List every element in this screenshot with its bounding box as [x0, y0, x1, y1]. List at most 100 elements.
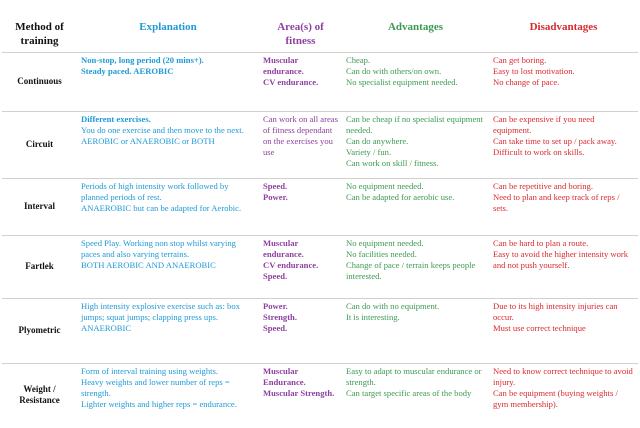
- explanation-cell: Speed Play. Working non stop whilst vary…: [77, 236, 259, 299]
- advantages-cell: Can be cheap if no specialist equipment …: [342, 112, 489, 179]
- explanation-cell: Form of interval training using weights.…: [77, 364, 259, 428]
- explanation-line: Steady paced. AEROBIC: [81, 66, 255, 77]
- area-line: Strength.: [263, 312, 338, 323]
- advantage-line: Can do with others/on own.: [346, 66, 485, 77]
- advantage-line: Cheap.: [346, 55, 485, 66]
- advantage-line: Can work on skill / fitness.: [346, 158, 485, 169]
- table-row: Interval Periods of high intensity work …: [2, 179, 638, 236]
- method-name: Weight / Resistance: [2, 364, 77, 428]
- advantage-line: It is interesting.: [346, 312, 485, 323]
- advantage-line: Can be cheap if no specialist equipment …: [346, 114, 485, 136]
- advantages-cell: No equipment needed. No facilities neede…: [342, 236, 489, 299]
- disadvantages-cell: Can get boring. Easy to lost motivation.…: [489, 53, 638, 112]
- area-line: Speed.: [263, 323, 338, 334]
- advantage-line: Change of pace / terrain keeps people in…: [346, 260, 485, 282]
- disadvantage-line: Can be repetitive and boring.: [493, 181, 634, 192]
- explanation-line: You do one exercise and then move to the…: [81, 125, 255, 136]
- disadvantage-line: Easy to lost motivation.: [493, 66, 634, 77]
- advantage-line: Can target specific areas of the body: [346, 388, 485, 399]
- disadvantage-line: Can be expensive if you need equipment.: [493, 114, 634, 136]
- areas-cell: Power. Strength. Speed.: [259, 299, 342, 364]
- explanation-line: BOTH AEROBIC AND ANAEROBIC: [81, 260, 255, 271]
- advantage-line: No specialist equipment needed.: [346, 77, 485, 88]
- disadvantage-line: Need to plan and keep track of reps / se…: [493, 192, 634, 214]
- area-line: Can work on all areas of fitness dependa…: [263, 114, 338, 158]
- table-row: Plyometric High intensity explosive exer…: [2, 299, 638, 364]
- area-line: Muscular Endurance.: [263, 366, 338, 388]
- advantage-line: Can be adapted for aerobic use.: [346, 192, 485, 203]
- disadvantage-line: Must use correct technique: [493, 323, 634, 334]
- explanation-line: ANAEROBIC but can be adapted for Aerobic…: [81, 203, 255, 214]
- method-name: Interval: [2, 179, 77, 236]
- area-line: Speed.: [263, 271, 338, 282]
- disadvantages-cell: Can be expensive if you need equipment. …: [489, 112, 638, 179]
- areas-cell: Muscular endurance. CV endurance.: [259, 53, 342, 112]
- explanation-cell: Non-stop, long period (20 mins+). Steady…: [77, 53, 259, 112]
- disadvantage-line: Can be hard to plan a route.: [493, 238, 634, 249]
- explanation-line: Lighter weights and higher reps = endura…: [81, 399, 255, 410]
- table-row: Circuit Different exercises. You do one …: [2, 112, 638, 179]
- areas-cell: Can work on all areas of fitness dependa…: [259, 112, 342, 179]
- table-row: Continuous Non-stop, long period (20 min…: [2, 53, 638, 112]
- disadvantages-cell: Need to know correct technique to avoid …: [489, 364, 638, 428]
- advantage-line: Variety / fun.: [346, 147, 485, 158]
- advantage-line: No equipment needed.: [346, 181, 485, 192]
- area-line: CV endurance.: [263, 260, 338, 271]
- disadvantage-line: Need to know correct technique to avoid …: [493, 366, 634, 388]
- method-name: Fartlek: [2, 236, 77, 299]
- area-line: CV endurance.: [263, 77, 338, 88]
- advantage-line: No equipment needed.: [346, 238, 485, 249]
- advantages-cell: No equipment needed. Can be adapted for …: [342, 179, 489, 236]
- explanation-line: AEROBIC or ANAEROBIC or BOTH: [81, 136, 255, 147]
- disadvantages-cell: Due to its high intensity injuries can o…: [489, 299, 638, 364]
- disadvantage-line: Easy to avoid the higher intensity work …: [493, 249, 634, 271]
- disadvantage-line: Can get boring.: [493, 55, 634, 66]
- disadvantage-line: Can be equipment (buying weights / gym m…: [493, 388, 634, 410]
- area-line: Muscular Strength.: [263, 388, 338, 399]
- method-name: Plyometric: [2, 299, 77, 364]
- explanation-line: Form of interval training using weights.: [81, 366, 255, 377]
- explanation-line: Different exercises.: [81, 114, 255, 125]
- disadvantages-cell: Can be hard to plan a route. Easy to avo…: [489, 236, 638, 299]
- area-line: Speed.: [263, 181, 338, 192]
- advantages-cell: Can do with no equipment. It is interest…: [342, 299, 489, 364]
- area-line: Muscular endurance.: [263, 238, 338, 260]
- disadvantage-line: Due to its high intensity injuries can o…: [493, 301, 634, 323]
- explanation-line: Heavy weights and lower number of reps =…: [81, 377, 255, 399]
- explanation-line: ANAEROBIC: [81, 323, 255, 334]
- area-line: Power.: [263, 301, 338, 312]
- areas-cell: Muscular endurance. CV endurance. Speed.: [259, 236, 342, 299]
- disadvantage-line: Can take time to set up / pack away.: [493, 136, 634, 147]
- disadvantage-line: Difficult to work on skills.: [493, 147, 634, 158]
- training-methods-table: Method of training Explanation Area(s) o…: [2, 4, 638, 428]
- explanation-line: High intensity explosive exercise such a…: [81, 301, 255, 323]
- explanation-cell: Different exercises. You do one exercise…: [77, 112, 259, 179]
- explanation-line: Periods of high intensity work followed …: [81, 181, 255, 203]
- area-line: Power.: [263, 192, 338, 203]
- advantage-line: No facilities needed.: [346, 249, 485, 260]
- header-row: Method of training Explanation Area(s) o…: [2, 4, 638, 53]
- table-row: Weight / Resistance Form of interval tra…: [2, 364, 638, 428]
- advantage-line: Can do with no equipment.: [346, 301, 485, 312]
- table-row: Fartlek Speed Play. Working non stop whi…: [2, 236, 638, 299]
- explanation-line: Non-stop, long period (20 mins+).: [81, 55, 255, 66]
- disadvantages-cell: Can be repetitive and boring. Need to pl…: [489, 179, 638, 236]
- header-advantages: Advantages: [342, 4, 489, 53]
- method-name: Circuit: [2, 112, 77, 179]
- header-explanation: Explanation: [77, 4, 259, 53]
- explanation-cell: Periods of high intensity work followed …: [77, 179, 259, 236]
- method-name: Continuous: [2, 53, 77, 112]
- area-line: Muscular endurance.: [263, 55, 338, 77]
- advantage-line: Easy to adapt to muscular endurance or s…: [346, 366, 485, 388]
- explanation-cell: High intensity explosive exercise such a…: [77, 299, 259, 364]
- areas-cell: Speed. Power.: [259, 179, 342, 236]
- advantages-cell: Cheap. Can do with others/on own. No spe…: [342, 53, 489, 112]
- disadvantage-line: No change of pace.: [493, 77, 634, 88]
- explanation-line: Speed Play. Working non stop whilst vary…: [81, 238, 255, 260]
- advantage-line: Can do anywhere.: [346, 136, 485, 147]
- header-disadvantages: Disadvantages: [489, 4, 638, 53]
- header-method: Method of training: [2, 4, 77, 53]
- areas-cell: Muscular Endurance. Muscular Strength.: [259, 364, 342, 428]
- advantages-cell: Easy to adapt to muscular endurance or s…: [342, 364, 489, 428]
- header-areas-of-fitness: Area(s) of fitness: [259, 4, 342, 53]
